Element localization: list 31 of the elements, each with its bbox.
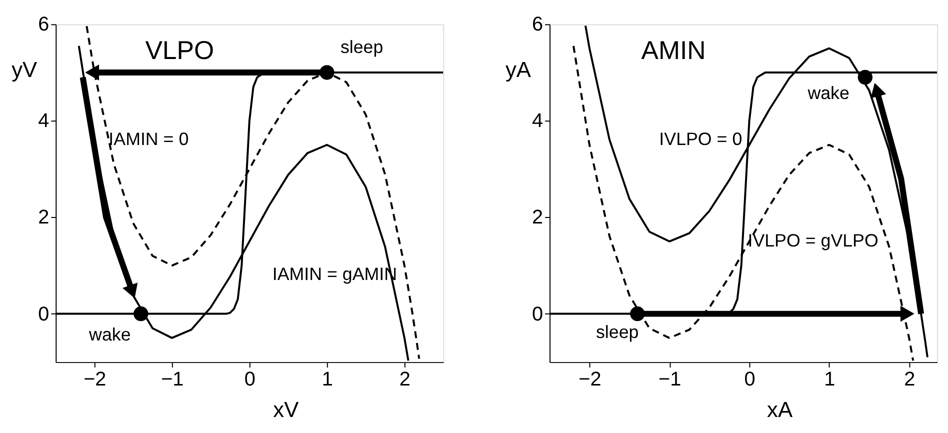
y-tick-label: 6: [38, 14, 50, 36]
x-axis-title: xV: [273, 397, 300, 422]
y-tick-label: 0: [38, 303, 50, 326]
annotation: IAMIN = 0: [108, 129, 189, 150]
text: AMIN: [641, 37, 706, 66]
y-tick-label: 4: [38, 110, 50, 132]
y-tick-label: 6: [532, 14, 544, 36]
y-axis-title: yA: [505, 57, 532, 82]
x-tick-label: −1: [658, 368, 682, 390]
x-tick-label: 0: [244, 368, 256, 390]
annotation: wake: [806, 83, 850, 104]
annotation: wake: [88, 324, 131, 344]
y-tick-label: 2: [38, 206, 50, 229]
x-axis-title: xA: [767, 397, 793, 422]
y-axis-title: yV: [12, 57, 38, 82]
x-tick-label: 1: [824, 368, 836, 390]
annotation: IVLPO = gVLPO: [748, 230, 878, 250]
x-tick-label: −1: [161, 368, 184, 390]
text: VLPO: [145, 37, 214, 66]
annotation: IVLPO = 0: [659, 129, 742, 150]
y-tick-label: 4: [532, 110, 544, 132]
x-tick-label: −2: [578, 368, 602, 390]
annotation: sleep: [340, 37, 384, 58]
x-tick-label: 1: [322, 368, 333, 390]
x-tick-label: 2: [904, 368, 916, 390]
x-tick-label: −2: [84, 368, 106, 390]
y-tick-label: 0: [532, 303, 544, 326]
x-tick-label: 0: [744, 368, 756, 390]
annotation: sleep: [596, 322, 639, 342]
y-tick-label: 2: [532, 206, 544, 229]
x-tick-label: 2: [399, 368, 410, 390]
